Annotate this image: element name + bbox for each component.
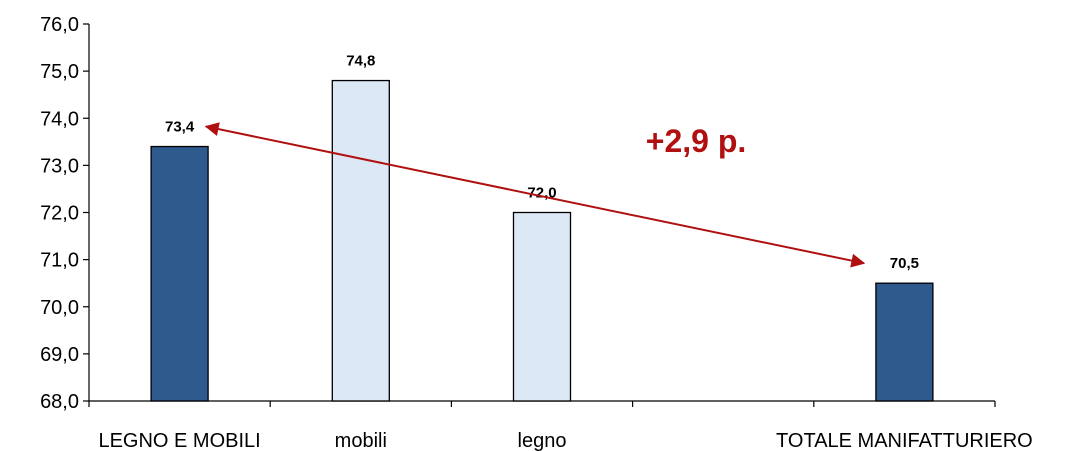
y-tick-label: 74,0 bbox=[40, 108, 79, 130]
x-category-label: mobili bbox=[335, 430, 387, 451]
y-tick-label: 76,0 bbox=[40, 14, 79, 36]
bar-value-label: 73,4 bbox=[165, 119, 195, 136]
bar-1 bbox=[331, 79, 390, 402]
y-tick-label: 68,0 bbox=[40, 391, 79, 413]
y-tick-label: 73,0 bbox=[40, 155, 79, 177]
difference-annotation: +2,9 p. bbox=[204, 122, 866, 268]
x-category-label: legno bbox=[518, 430, 567, 451]
y-tick-label: 75,0 bbox=[40, 61, 79, 83]
bar-value-label: 70,5 bbox=[890, 255, 919, 272]
bar-3 bbox=[875, 282, 934, 402]
difference-arrow bbox=[204, 122, 866, 268]
y-tick-label: 72,0 bbox=[40, 203, 79, 225]
y-tick-label: 71,0 bbox=[40, 250, 79, 272]
y-axis: 68,0 69,0 70,0 71,0 72,0 73,0 74,0 75,0 76,0 bbox=[40, 14, 90, 413]
bar-value-label: 74,8 bbox=[346, 53, 375, 70]
y-tick-label: 70,0 bbox=[40, 297, 79, 319]
x-axis: LEGNO E MOBILI mobili legno TOTALE MANIFATT… bbox=[88, 400, 1033, 451]
bar-0 bbox=[150, 145, 209, 402]
x-category-label: LEGNO E MOBILI bbox=[98, 430, 260, 451]
bar-2 bbox=[512, 211, 572, 402]
y-tick-label: 69,0 bbox=[40, 344, 79, 366]
bars bbox=[150, 79, 934, 402]
difference-label: +2,9 p. bbox=[646, 123, 747, 159]
x-category-label: TOTALE MANIFATTURIERO bbox=[776, 430, 1033, 451]
